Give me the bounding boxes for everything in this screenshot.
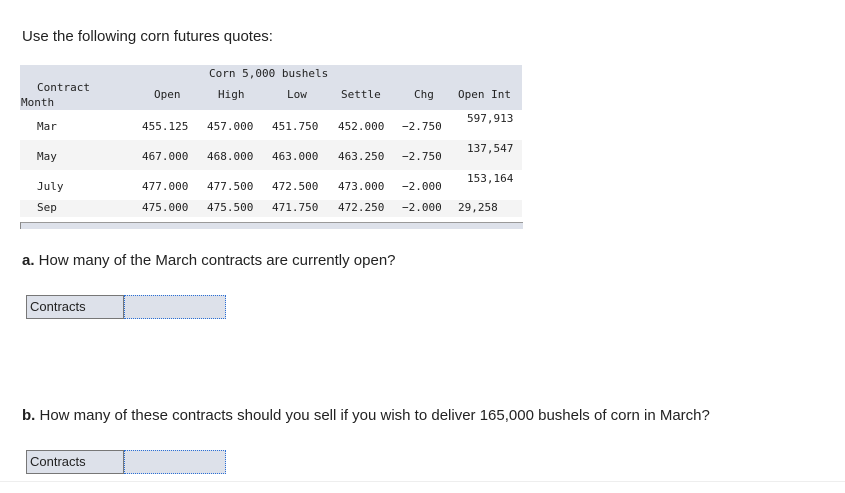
question-a-prefix: a. xyxy=(22,252,35,269)
answer-a-input[interactable] xyxy=(124,295,226,319)
question-a: a. How many of the March contracts are c… xyxy=(22,252,396,269)
table-row: Mar 455.125 457.000 451.750 452.000 −2.7… xyxy=(20,112,522,138)
row-band xyxy=(20,200,522,217)
cell-open: 455.125 xyxy=(142,120,189,133)
cell-high: 457.000 xyxy=(207,120,254,133)
intro-text: Use the following corn futures quotes: xyxy=(22,28,273,45)
col-chg: Chg xyxy=(414,88,434,101)
table-row: May 467.000 468.000 463.000 463.250 −2.7… xyxy=(20,142,522,168)
question-b: b. How many of these contracts should yo… xyxy=(22,407,710,424)
row-band xyxy=(20,140,522,170)
answer-b-label: Contracts xyxy=(26,450,124,474)
cell-settle: 463.250 xyxy=(338,150,385,163)
cell-open-int: 137,547 xyxy=(467,142,514,155)
cell-settle: 473.000 xyxy=(338,180,385,193)
col-open-int: Open Int xyxy=(458,88,511,101)
answer-a-label: Contracts xyxy=(26,295,124,319)
cell-low: 451.750 xyxy=(272,120,319,133)
col-month-line1: Contract xyxy=(37,81,90,94)
table-title: Corn 5,000 bushels xyxy=(209,67,329,80)
col-settle: Settle xyxy=(341,88,381,101)
cell-open-int: 29,258 xyxy=(458,201,498,214)
cell-month: Mar xyxy=(37,120,57,133)
cell-open: 477.000 xyxy=(142,180,189,193)
cell-chg: −2.750 xyxy=(402,150,442,163)
cell-month: May xyxy=(37,150,57,163)
table-row: Sep 475.000 475.500 471.750 472.250 −2.0… xyxy=(20,201,522,217)
question-b-prefix: b. xyxy=(22,407,36,424)
cell-chg: −2.000 xyxy=(402,180,442,193)
cell-open-int: 597,913 xyxy=(467,112,514,125)
cell-high: 475.500 xyxy=(207,201,254,214)
cell-low: 472.500 xyxy=(272,180,319,193)
table-row: July 477.000 477.500 472.500 473.000 −2.… xyxy=(20,172,522,198)
divider xyxy=(0,481,845,482)
table-header: Corn 5,000 bushels Contract Month Open H… xyxy=(20,65,522,110)
table-footer xyxy=(20,222,523,229)
cell-chg: −2.000 xyxy=(402,201,442,214)
cell-open: 475.000 xyxy=(142,201,189,214)
cell-settle: 472.250 xyxy=(338,201,385,214)
question-a-text: How many of the March contracts are curr… xyxy=(34,252,396,269)
cell-month: July xyxy=(37,180,64,193)
answer-b-input[interactable] xyxy=(124,450,226,474)
cell-open: 467.000 xyxy=(142,150,189,163)
col-month-line2: Month xyxy=(21,96,55,109)
cell-low: 471.750 xyxy=(272,201,319,214)
cell-low: 463.000 xyxy=(272,150,319,163)
question-b-text: How many of these contracts should you s… xyxy=(35,407,710,424)
cell-high: 477.500 xyxy=(207,180,254,193)
col-low: Low xyxy=(287,88,307,101)
cell-high: 468.000 xyxy=(207,150,254,163)
cell-month: Sep xyxy=(37,201,57,214)
cell-open-int: 153,164 xyxy=(467,172,514,185)
cell-chg: −2.750 xyxy=(402,120,442,133)
col-open: Open xyxy=(154,88,181,101)
cell-settle: 452.000 xyxy=(338,120,385,133)
col-high: High xyxy=(218,88,245,101)
